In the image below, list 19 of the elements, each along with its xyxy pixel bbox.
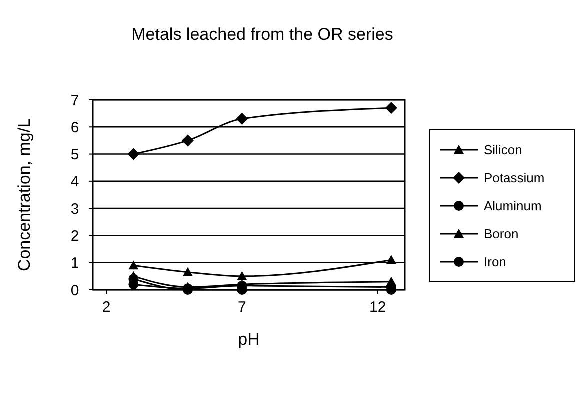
x-tick-label: 12	[370, 299, 386, 316]
chart-title: Metals leached from the OR series	[132, 25, 394, 44]
legend-label: Silicon	[484, 142, 522, 158]
y-tick-label: 0	[70, 282, 80, 300]
x-tick-label: 7	[238, 299, 246, 316]
y-tick-label: 2	[70, 228, 80, 245]
legend-label: Iron	[484, 254, 506, 270]
y-tick-label: 6	[70, 119, 80, 136]
legend-label: Potassium	[484, 170, 545, 186]
y-tick-label: 4	[70, 174, 80, 191]
legend-label: Aluminum	[484, 198, 542, 214]
y-tick-label: 1	[70, 255, 80, 272]
x-axis-title: pH	[238, 330, 260, 349]
legend-label: Boron	[484, 226, 519, 242]
y-tick-label: 3	[70, 200, 80, 218]
x-tick-label: 2	[102, 299, 111, 316]
y-axis-title: Concentration, mg/L	[15, 118, 34, 272]
y-tick-label: 7	[70, 92, 80, 110]
y-tick-label: 5	[70, 146, 80, 164]
